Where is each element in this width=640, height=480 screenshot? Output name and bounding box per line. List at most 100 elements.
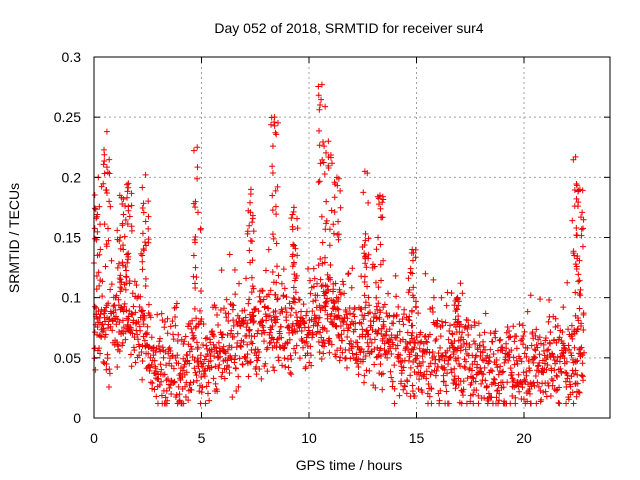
data-point [474,361,481,368]
data-point [215,365,222,372]
data-point [555,399,562,406]
data-point [191,305,198,312]
data-point [468,379,475,386]
data-point [333,353,340,360]
data-point [510,323,517,330]
data-point [577,345,584,352]
data-point [226,369,233,376]
data-point [129,290,136,297]
data-point [116,319,123,326]
data-point [301,320,308,327]
data-point [569,217,576,224]
data-point [126,278,133,285]
data-point [117,234,124,241]
data-point [379,386,386,393]
data-point [139,230,146,237]
data-point [366,302,373,309]
data-point [96,345,103,352]
data-point [103,187,110,194]
data-point [322,290,329,297]
data-point [372,384,379,391]
data-point [465,332,472,339]
data-point [376,201,383,208]
data-point [205,379,212,386]
data-point [534,379,541,386]
data-point [361,168,368,175]
data-point [145,225,152,232]
data-point [269,192,276,199]
data-point [117,245,124,252]
data-point [521,378,528,385]
data-point [214,388,221,395]
data-point [417,339,424,346]
data-point [182,383,189,390]
data-point [312,297,319,304]
data-point [207,339,214,346]
data-point [132,359,139,366]
data-point [468,367,475,374]
data-point [286,336,293,343]
data-point [156,382,163,389]
data-point [335,312,342,319]
data-point [433,367,440,374]
data-point [294,225,301,232]
data-point [417,362,424,369]
data-point [512,400,519,407]
data-point [328,341,335,348]
data-point [153,393,160,400]
data-point [361,312,368,319]
data-point [515,371,522,378]
data-point [157,348,164,355]
data-point [215,322,222,329]
data-point [164,397,171,404]
data-point [499,347,506,354]
data-point [188,346,195,353]
data-point [118,279,125,286]
data-point [493,394,500,401]
data-point [373,294,380,301]
data-point [569,335,576,342]
data-point [97,246,104,253]
data-point [91,191,98,198]
data-point [306,359,313,366]
data-point [194,144,201,151]
data-point [533,400,540,407]
data-point [275,354,282,361]
data-point [442,382,449,389]
data-point [445,336,452,343]
data-point [557,365,564,372]
data-point [175,331,182,338]
data-point [579,209,586,216]
data-point [328,310,335,317]
data-point [173,304,180,311]
data-point [377,205,384,212]
data-point [384,354,391,361]
data-point [240,319,247,326]
data-point [398,367,405,374]
data-point [475,392,482,399]
data-point [170,365,177,372]
data-point [470,338,477,345]
data-point [204,345,210,352]
data-point [230,317,237,324]
data-point [199,384,206,391]
data-point [446,328,453,335]
data-point [102,263,109,270]
data-point [184,352,191,359]
data-point [142,171,149,178]
data-point [325,276,332,283]
data-point [576,389,583,396]
data-point [148,361,155,368]
data-point [379,199,386,206]
data-point [377,261,384,268]
data-point [310,283,317,290]
data-point [492,380,499,387]
data-point [224,332,231,339]
data-point [247,237,254,244]
data-point [292,275,299,282]
data-point [315,92,322,99]
data-point [93,286,100,293]
data-point [451,373,458,380]
data-point [262,267,269,274]
data-point [509,393,516,400]
